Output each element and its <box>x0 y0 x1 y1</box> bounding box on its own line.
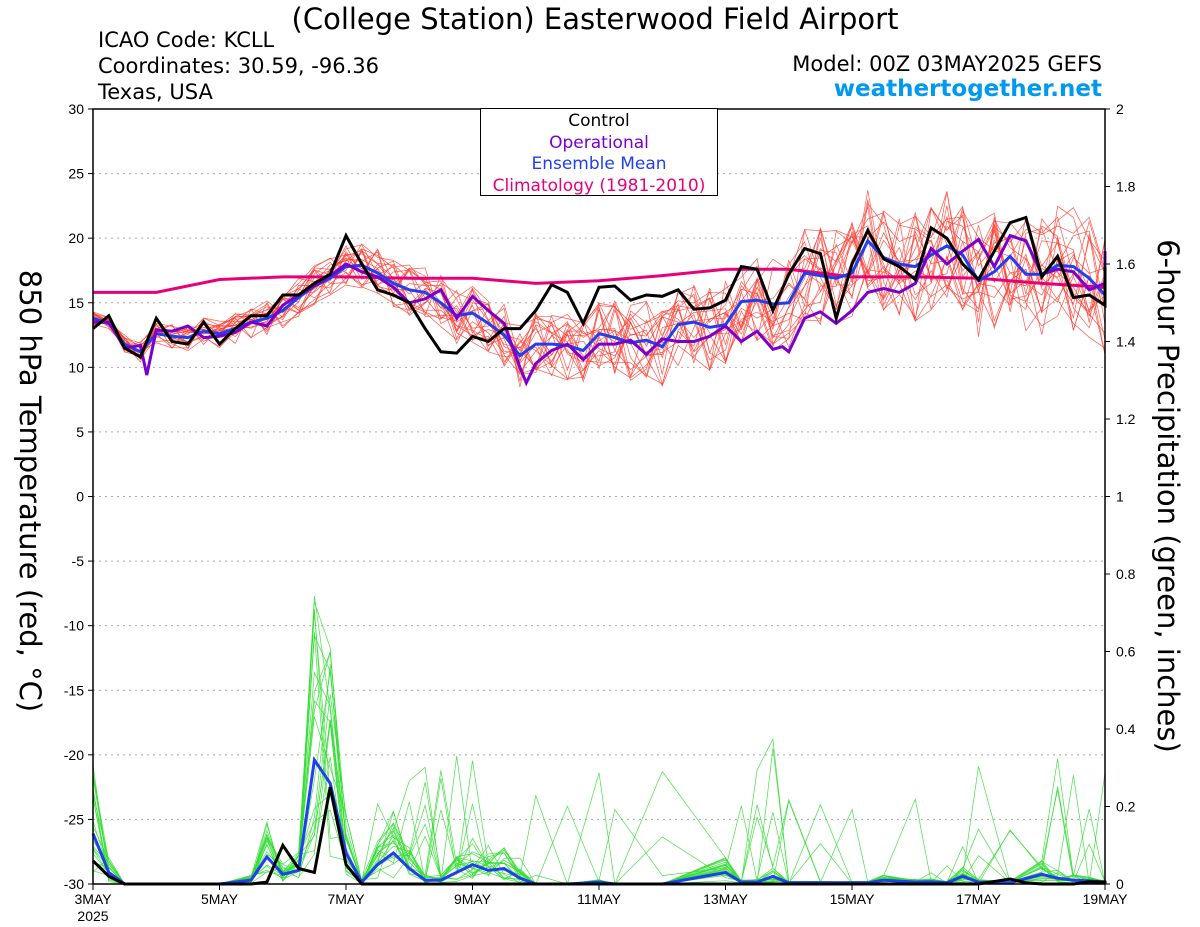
x-tick-label: 19MAY <box>1083 891 1129 907</box>
precip-member-line <box>92 601 1106 885</box>
y-tick-label-left: 5 <box>76 424 84 440</box>
operational-line <box>93 233 1107 387</box>
precip-ensemble-mean-line <box>91 755 1107 886</box>
y-tick-label-left: 25 <box>68 166 84 182</box>
x-tick-label: 11MAY <box>577 891 621 907</box>
precip-member-line <box>92 723 1106 885</box>
precip-member-line <box>92 596 1106 885</box>
legend-operational: Operational <box>549 132 649 153</box>
temperature-member-line <box>92 210 1106 379</box>
y-tick-label-left: 20 <box>68 230 84 246</box>
precip-member-line <box>92 652 1106 885</box>
x-tick-label: 3MAY <box>74 891 112 907</box>
y-tick-label-right: 0.4 <box>1116 721 1136 737</box>
precip-member-line <box>92 719 1106 885</box>
precip-member-line <box>92 770 1106 885</box>
precip-member-line <box>92 716 1106 885</box>
temperature-member-line <box>92 207 1106 381</box>
y-tick-label-right: 1.4 <box>1116 334 1136 350</box>
y-tick-label-left: -25 <box>64 811 84 827</box>
ensemble-members <box>92 190 1106 885</box>
temperature-member-line <box>92 218 1106 377</box>
temperature-member-line <box>92 190 1106 379</box>
y-tick-label-left: 0 <box>76 489 84 505</box>
grid-lines <box>93 173 1105 820</box>
chart-title: (College Station) Easterwood Field Airpo… <box>291 2 899 36</box>
precip-control-line <box>91 786 1107 886</box>
temperature-control-line <box>92 215 1107 360</box>
x-tick-label: 9MAY <box>454 891 492 907</box>
icao-code: ICAO Code: KCLL <box>98 28 275 52</box>
x-tick-year: 2025 <box>77 908 108 924</box>
temperature-member-line <box>92 205 1106 388</box>
x-tick-label: 15MAY <box>830 891 876 907</box>
precip-member-line <box>92 612 1106 885</box>
precip-member-line <box>92 756 1106 885</box>
y-tick-label-left: 30 <box>68 101 84 117</box>
temperature-member-line <box>92 205 1106 383</box>
region: Texas, USA <box>98 80 213 104</box>
y-tick-label-right: 0.8 <box>1116 566 1136 582</box>
precip-member-line <box>92 671 1106 885</box>
y-tick-label-right: 0.2 <box>1116 799 1136 815</box>
precip-member-line <box>92 651 1106 885</box>
y-tick-label-left: -15 <box>64 682 84 698</box>
y-tick-label-left: -5 <box>72 553 85 569</box>
legend: Control Operational Ensemble Mean Climat… <box>480 108 718 196</box>
y-tick-label-right: 1.6 <box>1116 256 1136 272</box>
axis-ticks: 302520151050-5-10-15-20-25-3021.81.61.41… <box>64 101 1136 924</box>
legend-control: Control <box>568 111 630 131</box>
x-tick-label: 7MAY <box>327 891 365 907</box>
y-tick-label-right: 0.6 <box>1116 644 1136 660</box>
y-tick-label-left: 15 <box>68 295 84 311</box>
y-tick-label-right: 1.2 <box>1116 411 1136 427</box>
main-series <box>91 215 1107 886</box>
precip-member-line <box>92 608 1106 885</box>
model-run: Model: 00Z 03MAY2025 GEFS <box>792 52 1102 76</box>
x-tick-label: 5MAY <box>201 891 239 907</box>
y-tick-label-right: 2 <box>1116 101 1124 117</box>
precip-member-line <box>92 632 1106 885</box>
temperature-ensemble-mean-line <box>92 238 1107 358</box>
temperature-member-line <box>92 190 1106 386</box>
y-tick-label-right: 0 <box>1116 876 1124 892</box>
y-tick-label-right: 1.8 <box>1116 179 1136 195</box>
y-tick-label-left: -10 <box>64 618 84 634</box>
x-tick-label: 17MAY <box>956 891 1002 907</box>
y-axis-left-label: 850 hPa Temperature (red, °C) <box>13 269 47 713</box>
precip-member-line <box>92 719 1106 885</box>
y-tick-label-right: 1 <box>1116 489 1124 505</box>
precip-member-line <box>92 694 1106 885</box>
x-tick-label: 13MAY <box>703 891 749 907</box>
precip-member-line <box>92 635 1106 885</box>
y-tick-label-left: -30 <box>64 876 84 892</box>
precip-member-line <box>92 671 1106 885</box>
climatology-line <box>93 267 1106 294</box>
coordinates: Coordinates: 30.59, -96.36 <box>98 54 379 78</box>
site-link[interactable]: weathertogether.net <box>833 76 1102 102</box>
legend-climatology: Climatology (1981-2010) <box>492 175 706 196</box>
y-axis-right-label: 6-hour Precipitation (green, inches) <box>1151 239 1185 753</box>
y-tick-label-left: -20 <box>64 747 84 763</box>
legend-ensemble-mean: Ensemble Mean <box>531 154 667 174</box>
temperature-member-line <box>92 215 1106 357</box>
y-tick-label-left: 10 <box>68 359 84 375</box>
temperature-member-line <box>92 222 1106 377</box>
precip-member-line <box>92 700 1106 885</box>
